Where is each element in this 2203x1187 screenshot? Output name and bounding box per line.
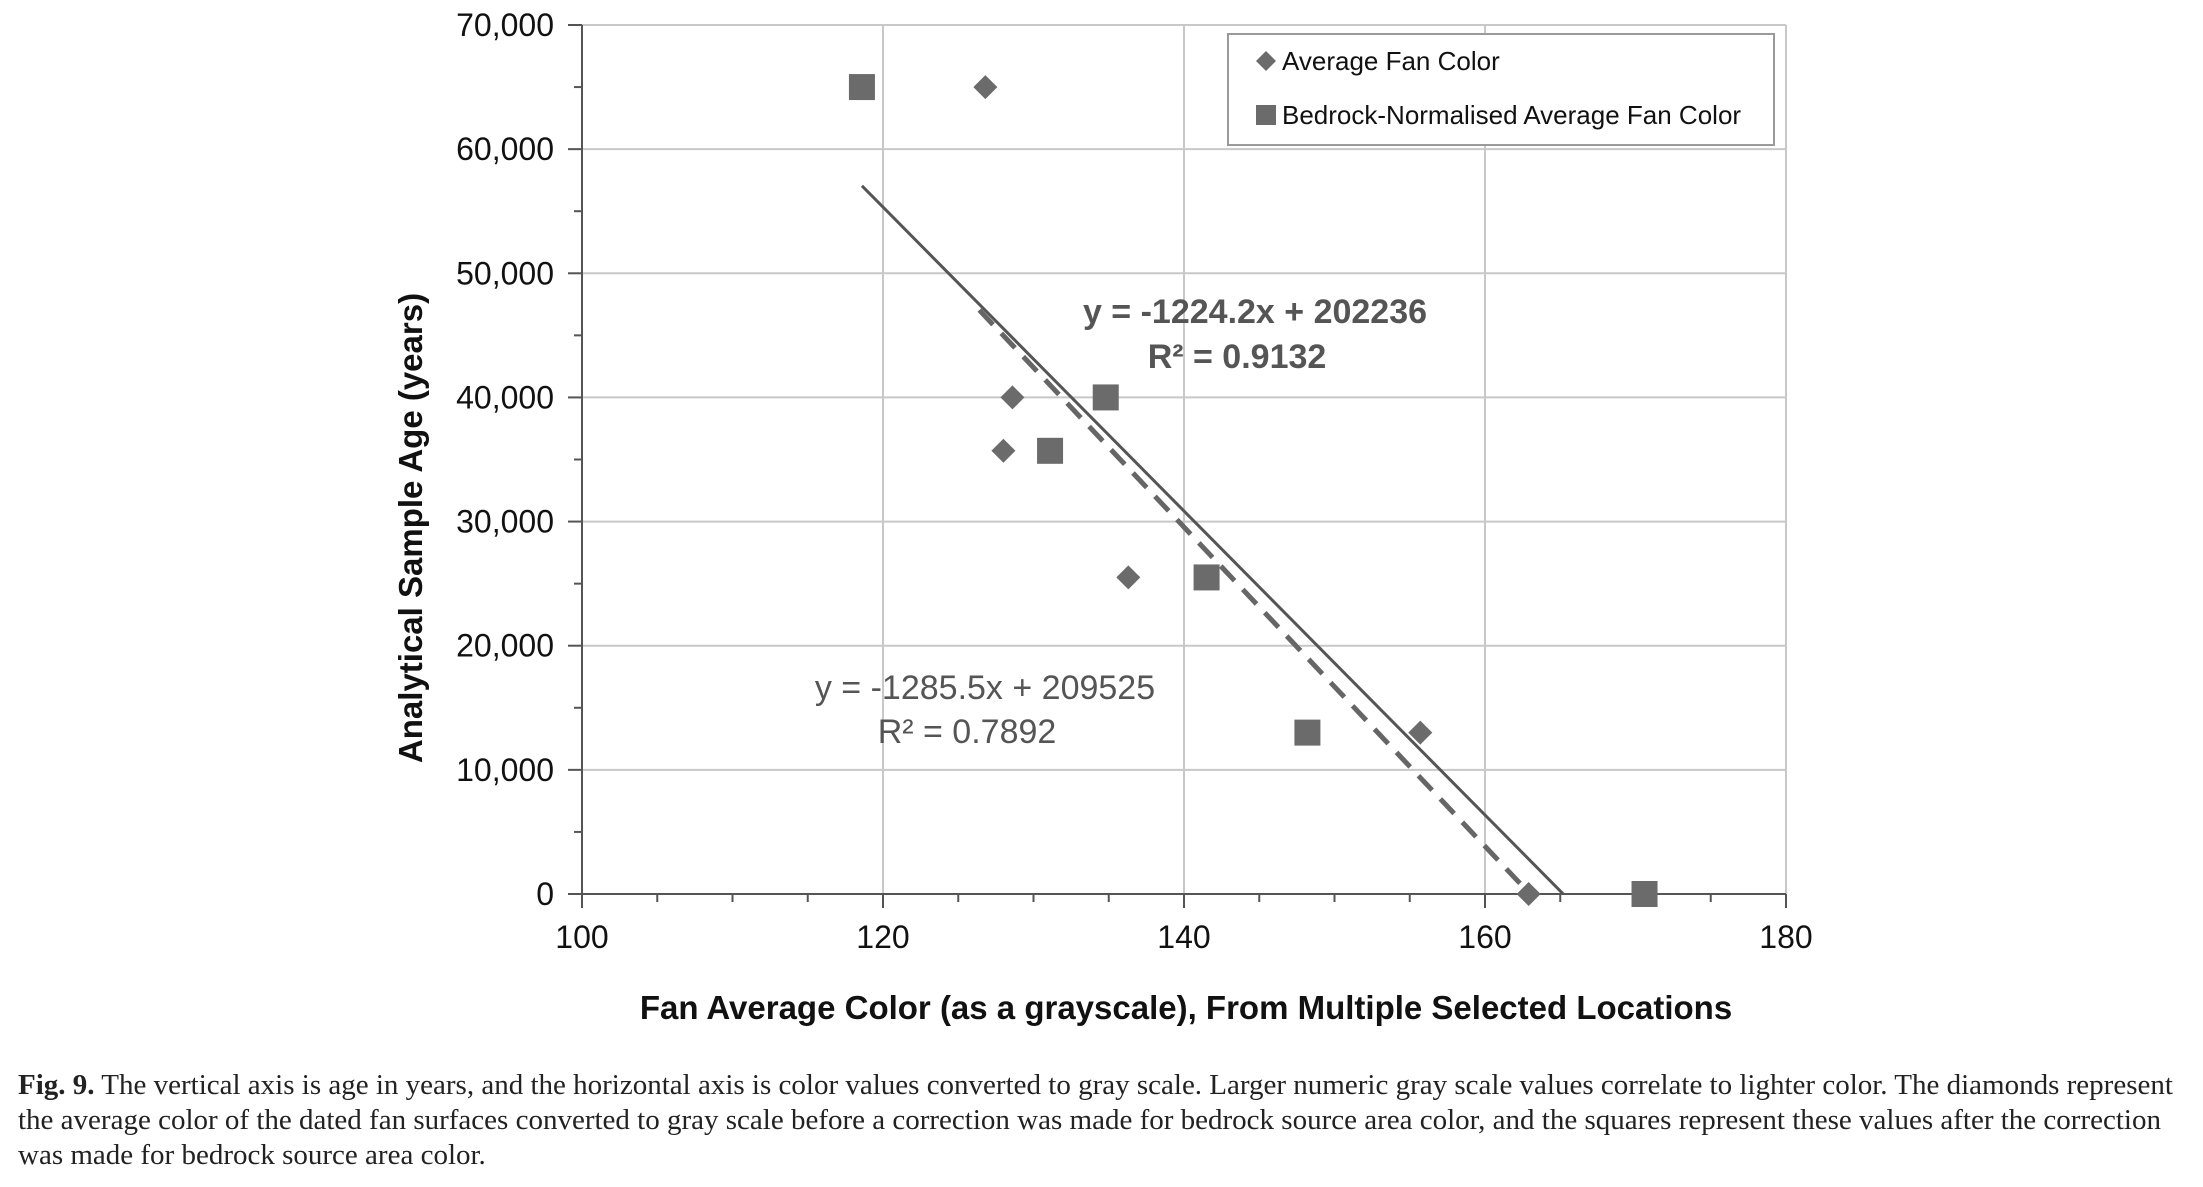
y-tick-label: 70,000 — [456, 7, 554, 43]
diamond-marker — [1516, 882, 1541, 906]
marker-layer — [848, 74, 1658, 907]
trendline-layer — [860, 184, 1565, 896]
scatter-chart: 0 10,000 20,000 30,000 40,000 50,000 60,000 70,… — [392, 7, 1813, 1026]
x-tick-label: 100 — [555, 919, 608, 955]
y-tick-label: 20,000 — [456, 628, 554, 664]
legend-square-icon — [1256, 105, 1276, 125]
diamond-marker — [1408, 720, 1433, 745]
trendline-bedrock-normalised — [860, 184, 1565, 896]
caption-label: Fig. 9. — [18, 1069, 95, 1101]
square-marker — [1037, 437, 1064, 464]
x-tick-label: 180 — [1759, 919, 1812, 955]
y-tick-label: 50,000 — [456, 255, 554, 291]
y-tick-label: 60,000 — [456, 131, 554, 167]
trendline-equation-bedrock: y = -1224.2x + 202236 — [1083, 293, 1427, 331]
trendline-r2-average: R² = 0.7892 — [878, 713, 1057, 751]
y-axis-title: Analytical Sample Age (years) — [392, 293, 429, 763]
square-marker — [848, 74, 875, 101]
y-tick-label: 40,000 — [456, 379, 554, 415]
y-tick-label: 30,000 — [456, 504, 554, 540]
legend-box — [1227, 33, 1775, 146]
x-tick-label: 140 — [1157, 919, 1210, 955]
trendline-equation-average: y = -1285.5x + 209525 — [815, 669, 1155, 707]
legend-diamond-icon — [1256, 51, 1276, 71]
square-marker — [1092, 384, 1119, 411]
square-marker — [1193, 564, 1220, 591]
diamond-marker — [973, 75, 998, 100]
diamond-marker — [1116, 565, 1141, 590]
square-marker — [1631, 881, 1658, 907]
grid-layer — [582, 24, 1787, 894]
trendline-average-fan-color — [977, 308, 1532, 896]
diamond-marker — [991, 438, 1016, 463]
x-tick-label: 160 — [1458, 919, 1511, 955]
trendline-r2-bedrock: R² = 0.9132 — [1148, 338, 1327, 376]
diamond-marker — [1000, 385, 1025, 410]
legend-label-average-fan-color: Average Fan Color — [1282, 46, 1500, 76]
y-tick-label: 0 — [536, 876, 554, 912]
caption-text: The vertical axis is age in years, and t… — [18, 1069, 2173, 1171]
x-axis-title: Fan Average Color (as a grayscale), From… — [640, 989, 1732, 1026]
figure-caption: Fig. 9. The vertical axis is age in year… — [18, 1068, 2188, 1173]
axis-layer: 0 10,000 20,000 30,000 40,000 50,000 60,000 70,… — [456, 7, 1813, 955]
square-marker — [1294, 719, 1321, 746]
legend-label-bedrock-normalised: Bedrock-Normalised Average Fan Color — [1282, 100, 1741, 130]
y-tick-label: 10,000 — [456, 752, 554, 788]
legend: Average Fan Color Bedrock-Normalised Ave… — [1227, 33, 1775, 146]
x-tick-label: 120 — [856, 919, 909, 955]
